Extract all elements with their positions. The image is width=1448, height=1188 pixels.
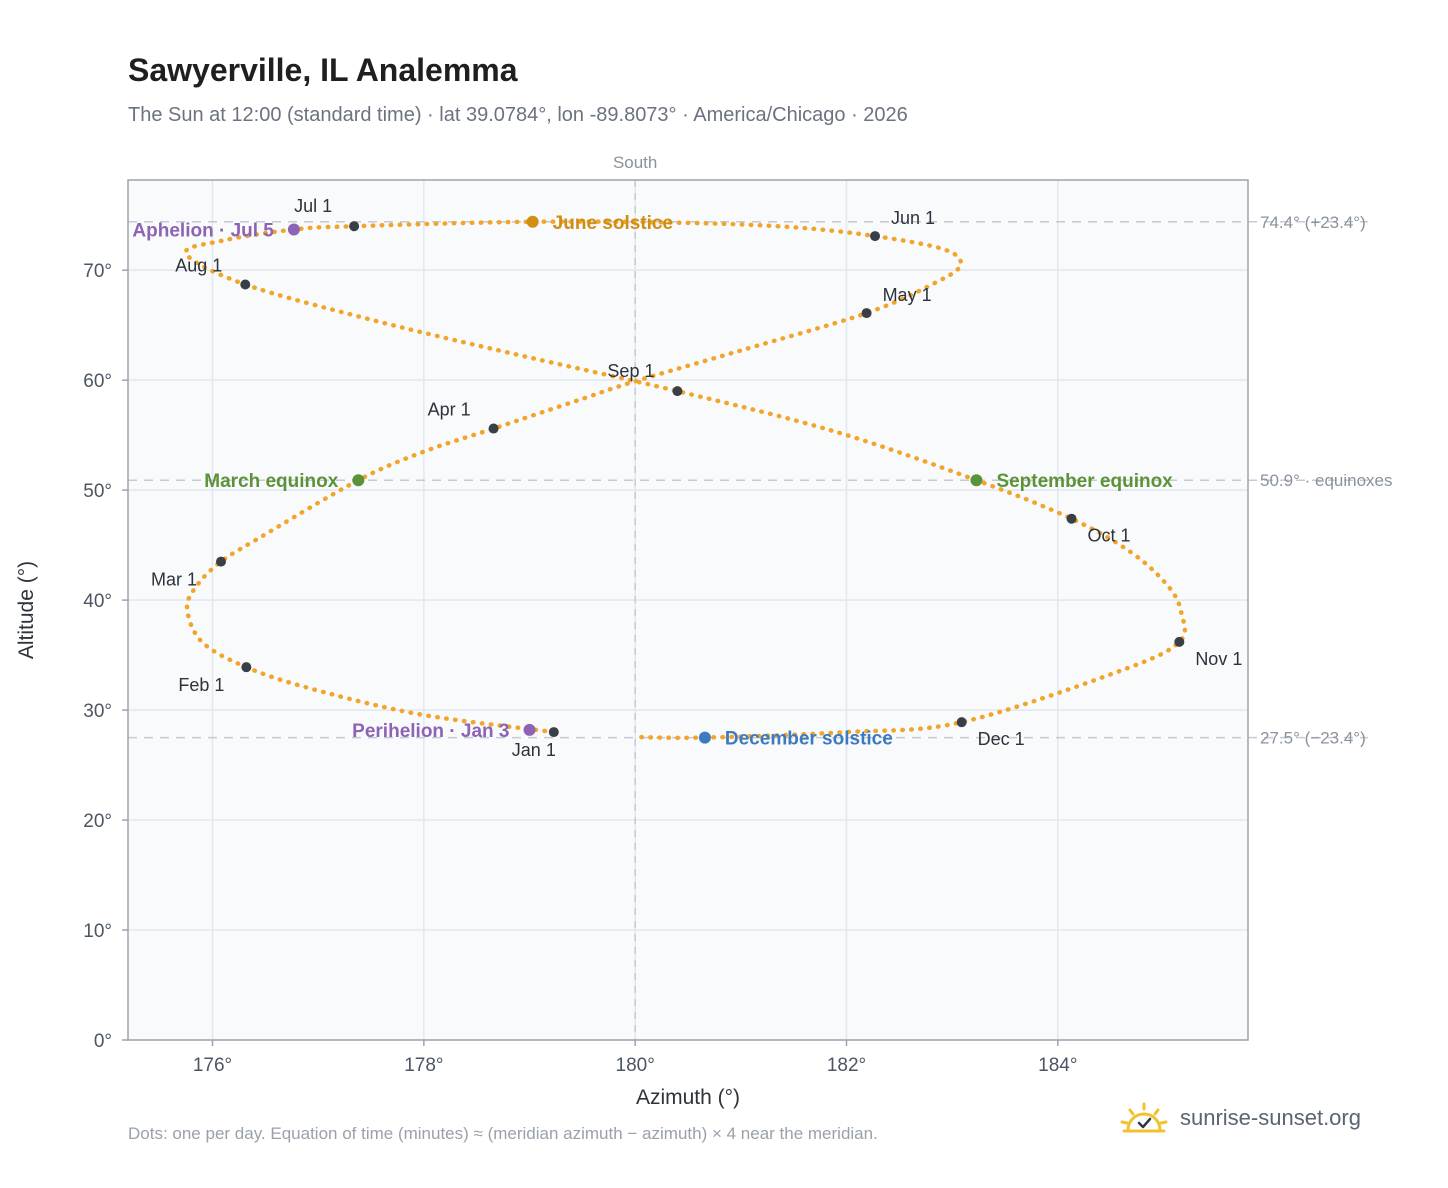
month-marker-dot: [956, 717, 967, 728]
month-marker-label: Dec 1: [978, 729, 1025, 749]
month-marker-label: May 1: [883, 285, 932, 305]
y-tick-label: 20°: [83, 811, 112, 832]
y-tick-label: 30°: [83, 701, 112, 722]
month-marker-label: Jan 1: [512, 740, 556, 760]
chart-title: Sawyerville, IL Analemma: [128, 52, 518, 88]
analemma-path: [183, 219, 1188, 741]
month-marker-label: Jun 1: [891, 208, 935, 228]
event-marker-label: March equinox: [204, 471, 339, 492]
month-marker-dot: [1066, 513, 1077, 524]
plot-area: [128, 180, 1248, 1040]
y-tick-label: 50°: [83, 481, 112, 502]
event-marker-dot: [698, 731, 711, 744]
y-tick-label: 40°: [83, 591, 112, 612]
reference-line-label: 50.9° · equinoxes: [1260, 471, 1393, 490]
month-marker-label: Apr 1: [428, 400, 471, 420]
event-marker-dot: [970, 474, 983, 487]
reference-lines: 74.4° (+23.4°) 50.9° · equinoxes 27.5° (−2…: [128, 180, 1393, 1040]
x-tick-label: 184°: [1038, 1055, 1077, 1076]
event-marker-label: December solstice: [725, 729, 893, 750]
analemma-daily-dots: [183, 219, 1188, 741]
x-axis-title: Azimuth (°): [636, 1086, 740, 1109]
month-marker-dot: [215, 556, 226, 567]
x-tick-label: 180°: [616, 1055, 655, 1076]
month-marker-label: Sep 1: [607, 361, 654, 381]
event-markers: Perihelion · Jan 3 Aphelion · Jul 5 March …: [132, 213, 1173, 750]
month-marker-dot: [1174, 636, 1185, 647]
y-tick-label: 0°: [94, 1031, 112, 1052]
month-marker-dot: [488, 423, 499, 434]
month-marker-dot: [349, 221, 360, 232]
month-marker-label: Jul 1: [294, 196, 332, 216]
brand-text: sunrise-sunset.org: [1180, 1105, 1361, 1130]
month-marker-dot: [861, 308, 872, 319]
month-marker-dot: [870, 231, 881, 242]
event-marker-dot: [287, 223, 300, 236]
event-marker-dot: [352, 474, 365, 487]
y-axis-title: Altitude (°): [15, 561, 38, 659]
reference-line-label: 27.5° (−23.4°): [1260, 729, 1366, 748]
month-marker-label: Feb 1: [178, 675, 224, 695]
x-tick-label: 176°: [193, 1055, 232, 1076]
footnote: Dots: one per day. Equation of time (min…: [128, 1124, 878, 1143]
month-marker-label: Mar 1: [151, 570, 197, 590]
month-marker-dot: [672, 386, 683, 397]
x-tick-label: 182°: [827, 1055, 866, 1076]
y-tick-label: 70°: [83, 261, 112, 282]
event-marker-label: Aphelion · Jul 5: [132, 220, 274, 241]
brand-link[interactable]: sunrise-sunset.org: [1118, 1100, 1361, 1136]
x-tick-label: 178°: [404, 1055, 443, 1076]
axes: 176° 178° 180° 182° 184° 0° 10° 20° 30° 40° 50° 60°…: [83, 261, 1077, 1076]
y-tick-label: 10°: [83, 921, 112, 942]
month-marker-label: Nov 1: [1195, 649, 1242, 669]
event-marker-label: September equinox: [996, 471, 1173, 492]
meridian-label: South: [613, 153, 657, 172]
chart-subtitle: The Sun at 12:00 (standard time) · lat 3…: [128, 104, 908, 126]
y-tick-label: 60°: [83, 371, 112, 392]
month-marker-dot: [241, 662, 252, 673]
month-markers: Jan 1 Feb 1 Mar 1 Apr 1 May 1 Jun 1 Jul 1 Aug 1…: [151, 196, 1242, 760]
plot-frame: [127, 179, 1249, 1041]
event-marker-label: Perihelion · Jan 3: [352, 721, 509, 742]
sun-check-icon: [1120, 1102, 1168, 1133]
event-marker-dot: [523, 723, 536, 736]
reference-line-label: 74.4° (+23.4°): [1260, 213, 1366, 232]
month-marker-dot: [240, 279, 251, 290]
month-marker-label: Aug 1: [175, 255, 222, 275]
month-marker-dot: [548, 727, 559, 738]
event-marker-dot: [526, 215, 539, 228]
event-marker-label: June solstice: [553, 213, 673, 234]
month-marker-label: Oct 1: [1088, 526, 1131, 546]
